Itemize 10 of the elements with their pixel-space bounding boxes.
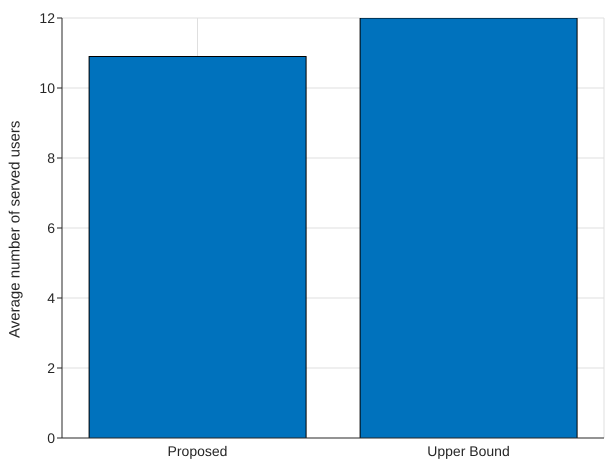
y-tick-label: 8 bbox=[47, 150, 56, 166]
y-tick-label: 12 bbox=[39, 10, 56, 26]
y-tick-label: 0 bbox=[47, 430, 56, 446]
y-axis-title: Average number of served users bbox=[6, 120, 24, 338]
x-tick-label: Proposed bbox=[168, 442, 228, 459]
y-tick-label: 10 bbox=[39, 80, 56, 96]
y-tick-label: 4 bbox=[47, 290, 56, 306]
y-tick-label: 2 bbox=[47, 360, 56, 376]
y-tick-label: 6 bbox=[47, 220, 56, 236]
x-tick-label: Upper Bound bbox=[427, 442, 510, 459]
